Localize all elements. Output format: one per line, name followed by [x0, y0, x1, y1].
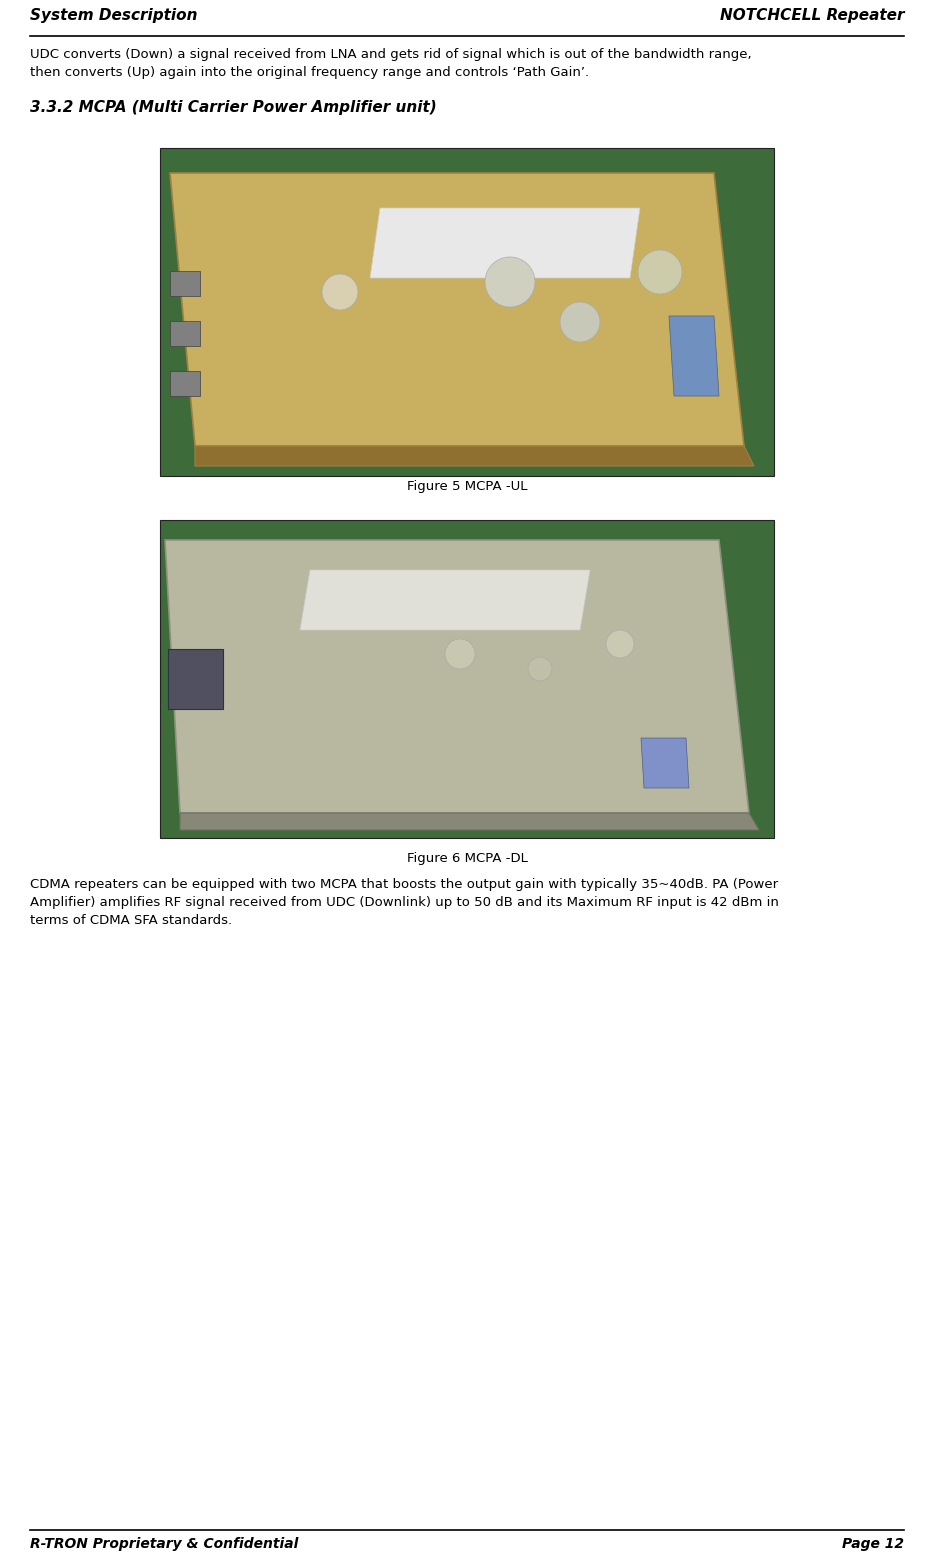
Bar — [170, 322, 200, 347]
Bar — [170, 372, 200, 396]
Circle shape — [560, 301, 600, 342]
Text: System Description: System Description — [30, 8, 197, 23]
Polygon shape — [180, 813, 759, 830]
Bar — [160, 520, 774, 838]
Polygon shape — [170, 173, 744, 446]
Polygon shape — [370, 208, 640, 278]
Circle shape — [485, 258, 535, 308]
Polygon shape — [300, 570, 590, 631]
Circle shape — [606, 631, 634, 659]
Circle shape — [445, 638, 475, 670]
Text: Page 12: Page 12 — [842, 1538, 904, 1552]
Text: terms of CDMA SFA standards.: terms of CDMA SFA standards. — [30, 915, 233, 927]
Text: Amplifier) amplifies RF signal received from UDC (Downlink) up to 50 dB and its : Amplifier) amplifies RF signal received … — [30, 896, 779, 909]
Polygon shape — [641, 738, 689, 788]
Text: CDMA repeaters can be equipped with two MCPA that boosts the output gain with ty: CDMA repeaters can be equipped with two … — [30, 877, 778, 891]
Text: Figure 6 MCPA -DL: Figure 6 MCPA -DL — [406, 852, 528, 865]
Bar — [168, 649, 223, 709]
Text: 3.3.2 MCPA (Multi Carrier Power Amplifier unit): 3.3.2 MCPA (Multi Carrier Power Amplifie… — [30, 100, 437, 116]
Polygon shape — [195, 446, 754, 467]
Text: Figure 5 MCPA -UL: Figure 5 MCPA -UL — [406, 479, 528, 493]
Bar — [170, 272, 200, 297]
Circle shape — [638, 250, 682, 293]
Circle shape — [322, 275, 358, 311]
Text: NOTCHCELL Repeater: NOTCHCELL Repeater — [719, 8, 904, 23]
Circle shape — [528, 657, 552, 681]
Bar — [160, 148, 774, 476]
Text: UDC converts (Down) a signal received from LNA and gets rid of signal which is o: UDC converts (Down) a signal received fr… — [30, 48, 752, 61]
Polygon shape — [165, 540, 749, 813]
Text: R-TRON Proprietary & Confidential: R-TRON Proprietary & Confidential — [30, 1538, 298, 1552]
Polygon shape — [669, 315, 719, 396]
Text: then converts (Up) again into the original frequency range and controls ‘Path Ga: then converts (Up) again into the origin… — [30, 66, 589, 80]
